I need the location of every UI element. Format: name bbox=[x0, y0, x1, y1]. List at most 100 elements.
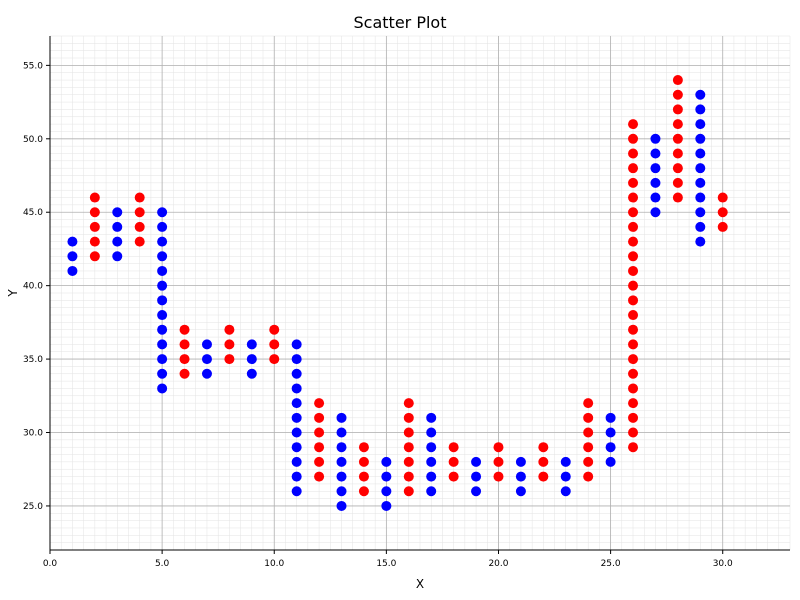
data-point bbox=[628, 265, 639, 276]
data-point bbox=[336, 471, 347, 482]
data-point bbox=[717, 207, 728, 218]
data-point bbox=[672, 89, 683, 100]
data-point bbox=[695, 148, 706, 159]
data-point bbox=[358, 442, 369, 453]
data-point bbox=[672, 75, 683, 86]
data-point bbox=[157, 295, 168, 306]
data-point bbox=[403, 486, 414, 497]
data-point bbox=[314, 412, 325, 423]
x-tick-label: 20.0 bbox=[488, 559, 508, 569]
y-axis-ticks: 25.0 30.0 35.0 40.0 45.0 50.0 55.0 bbox=[23, 61, 50, 512]
data-point bbox=[583, 456, 594, 467]
x-tick-label: 0.0 bbox=[43, 559, 58, 569]
data-point bbox=[695, 221, 706, 232]
data-point bbox=[628, 192, 639, 203]
data-point bbox=[628, 133, 639, 144]
data-point bbox=[179, 368, 190, 379]
x-tick-label: 10.0 bbox=[264, 559, 284, 569]
data-point bbox=[628, 310, 639, 321]
data-point bbox=[695, 177, 706, 188]
data-point bbox=[426, 486, 437, 497]
data-point bbox=[89, 192, 100, 203]
data-point bbox=[291, 383, 302, 394]
data-point bbox=[134, 236, 145, 247]
data-point bbox=[471, 471, 482, 482]
data-point bbox=[426, 456, 437, 467]
data-point bbox=[157, 221, 168, 232]
data-point bbox=[381, 456, 392, 467]
data-point bbox=[314, 471, 325, 482]
data-point bbox=[381, 500, 392, 511]
data-point bbox=[246, 354, 257, 365]
y-tick-label: 55.0 bbox=[23, 61, 43, 71]
data-point bbox=[605, 456, 616, 467]
data-point bbox=[358, 456, 369, 467]
data-point bbox=[628, 207, 639, 218]
data-point bbox=[246, 339, 257, 350]
data-point bbox=[201, 339, 212, 350]
data-point bbox=[179, 324, 190, 335]
data-point bbox=[560, 486, 571, 497]
data-point bbox=[134, 192, 145, 203]
data-point bbox=[650, 133, 661, 144]
data-point bbox=[583, 412, 594, 423]
data-point bbox=[67, 265, 78, 276]
data-point bbox=[515, 486, 526, 497]
data-point bbox=[628, 119, 639, 130]
data-point bbox=[358, 471, 369, 482]
y-tick-label: 25.0 bbox=[23, 502, 43, 512]
x-axis-ticks: 0.0 5.0 10.0 15.0 20.0 25.0 30.0 bbox=[43, 550, 733, 569]
x-tick-label: 30.0 bbox=[713, 559, 733, 569]
data-point bbox=[89, 207, 100, 218]
data-point bbox=[695, 119, 706, 130]
data-point bbox=[314, 456, 325, 467]
data-point bbox=[695, 236, 706, 247]
data-point bbox=[269, 324, 280, 335]
data-point bbox=[628, 368, 639, 379]
x-tick-label: 5.0 bbox=[155, 559, 170, 569]
data-point bbox=[157, 324, 168, 335]
data-point bbox=[426, 471, 437, 482]
data-point bbox=[134, 221, 145, 232]
data-point bbox=[628, 163, 639, 174]
data-point bbox=[515, 456, 526, 467]
data-point bbox=[157, 383, 168, 394]
data-point bbox=[605, 427, 616, 438]
data-point bbox=[112, 251, 123, 262]
data-point bbox=[426, 412, 437, 423]
y-tick-label: 45.0 bbox=[23, 208, 43, 218]
data-point bbox=[381, 471, 392, 482]
data-point bbox=[538, 456, 549, 467]
x-tick-label: 15.0 bbox=[376, 559, 396, 569]
data-point bbox=[628, 398, 639, 409]
data-point bbox=[157, 339, 168, 350]
data-point bbox=[628, 442, 639, 453]
data-point bbox=[291, 486, 302, 497]
data-point bbox=[426, 442, 437, 453]
data-point bbox=[695, 192, 706, 203]
data-point bbox=[672, 104, 683, 115]
data-point bbox=[695, 163, 706, 174]
data-point bbox=[493, 471, 504, 482]
data-point bbox=[269, 354, 280, 365]
data-point bbox=[336, 486, 347, 497]
data-point bbox=[628, 251, 639, 262]
data-point bbox=[493, 456, 504, 467]
data-point bbox=[628, 177, 639, 188]
data-point bbox=[650, 148, 661, 159]
data-point bbox=[358, 486, 369, 497]
data-point bbox=[426, 427, 437, 438]
data-point bbox=[628, 383, 639, 394]
data-point bbox=[672, 163, 683, 174]
data-point bbox=[650, 163, 661, 174]
data-point bbox=[201, 368, 212, 379]
data-point bbox=[157, 280, 168, 291]
data-point bbox=[201, 354, 212, 365]
data-point bbox=[628, 354, 639, 365]
data-point bbox=[403, 412, 414, 423]
data-point bbox=[628, 339, 639, 350]
data-point bbox=[314, 427, 325, 438]
y-tick-label: 35.0 bbox=[23, 355, 43, 365]
x-axis-label: X bbox=[416, 577, 424, 591]
